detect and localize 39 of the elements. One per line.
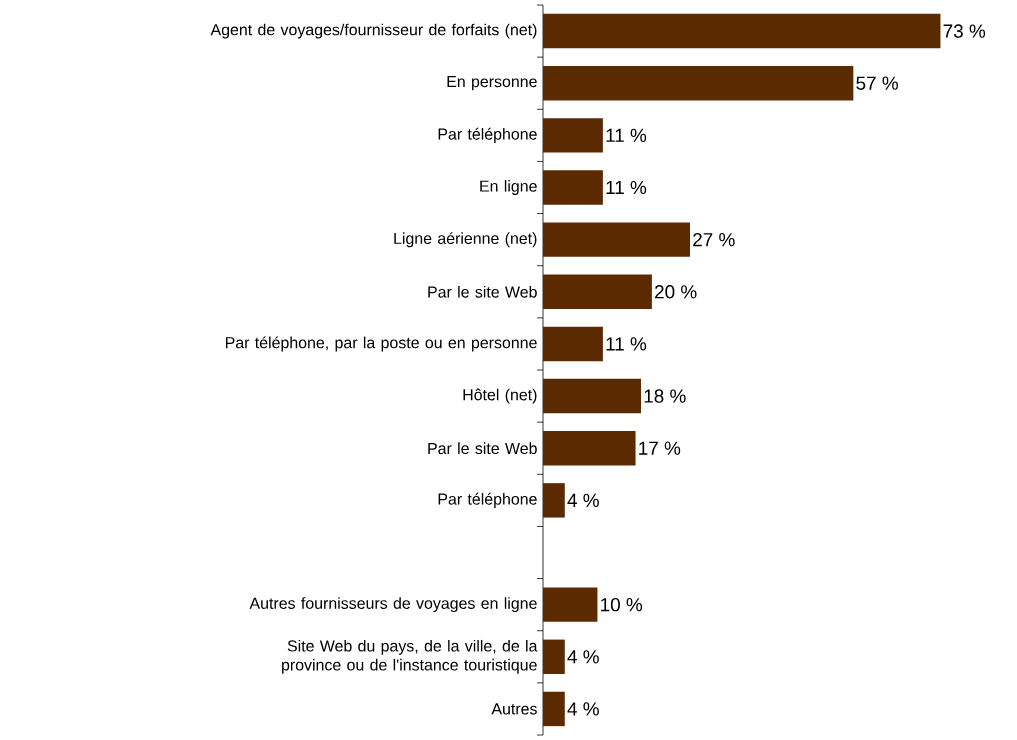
y-tick-label: En personne — [447, 76, 537, 91]
bar — [543, 691, 565, 727]
data-label: 4 % — [567, 702, 599, 716]
bar — [543, 639, 565, 674]
data-label: 11 % — [606, 128, 647, 142]
bar — [543, 587, 598, 622]
y-tick-label: Autres fournisseurs de voyages en ligne — [249, 597, 537, 613]
y-tick-label: Par téléphone — [438, 492, 537, 508]
y-tick-label: Par téléphone — [438, 127, 537, 143]
bar — [543, 222, 690, 257]
bar — [543, 13, 941, 49]
bar — [543, 66, 854, 101]
y-tick-label: Ligne aérienne (net) — [394, 232, 537, 248]
bar — [543, 378, 641, 414]
bar — [543, 326, 603, 362]
data-label: 57 % — [856, 76, 898, 90]
bar — [543, 170, 603, 205]
y-tick-label: Par le site Web — [428, 285, 537, 298]
y-tick-label: Site Web du pays, de la ville, de la province ou de l'instance touristique — [282, 639, 538, 674]
y-tick-label: Par téléphone, par la poste ou en personne — [225, 336, 537, 352]
data-label: 10 % — [601, 597, 643, 612]
data-label: 11 % — [606, 180, 647, 195]
bar — [543, 118, 603, 153]
y-tick-label: Par le site Web — [428, 442, 537, 455]
bar — [543, 431, 636, 466]
bar — [543, 483, 565, 518]
data-label: 18 % — [644, 389, 686, 403]
y-tick-label: Agent de voyages/fournisseur de forfaits (net) — [210, 23, 537, 39]
data-label: 11 % — [606, 337, 647, 351]
bar — [543, 274, 652, 309]
data-label: 20 % — [655, 285, 697, 299]
y-tick-label: En ligne — [480, 180, 537, 195]
y-tick-label: Hôtel (net) — [463, 388, 537, 404]
y-tick-label: Autres — [491, 703, 537, 715]
data-label: 17 % — [639, 441, 681, 455]
data-label: 73 % — [943, 24, 986, 38]
data-label: 4 % — [567, 493, 599, 507]
data-label: 4 % — [567, 650, 599, 664]
data-label: 27 % — [693, 232, 735, 247]
